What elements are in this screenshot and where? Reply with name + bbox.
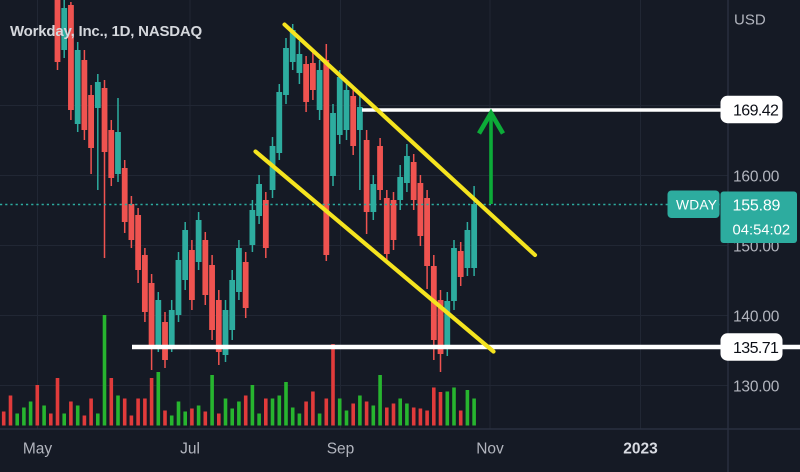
svg-text:USD: USD bbox=[734, 12, 766, 29]
svg-text:Nov: Nov bbox=[476, 441, 504, 458]
svg-text:135.71: 135.71 bbox=[733, 340, 779, 357]
svg-text:2023: 2023 bbox=[623, 441, 658, 458]
svg-text:Jul: Jul bbox=[180, 441, 200, 458]
svg-text:Sep: Sep bbox=[327, 441, 355, 458]
svg-text:Workday, Inc., 1D, NASDAQ: Workday, Inc., 1D, NASDAQ bbox=[10, 23, 203, 40]
svg-text:140.00: 140.00 bbox=[733, 308, 780, 325]
svg-text:160.00: 160.00 bbox=[733, 168, 780, 185]
svg-text:May: May bbox=[23, 441, 53, 458]
svg-text:130.00: 130.00 bbox=[733, 378, 780, 395]
svg-text:155.89: 155.89 bbox=[733, 198, 781, 215]
svg-text:04:54:02: 04:54:02 bbox=[733, 223, 791, 239]
svg-text:WDAY: WDAY bbox=[676, 198, 717, 213]
svg-text:169.42: 169.42 bbox=[733, 102, 779, 119]
